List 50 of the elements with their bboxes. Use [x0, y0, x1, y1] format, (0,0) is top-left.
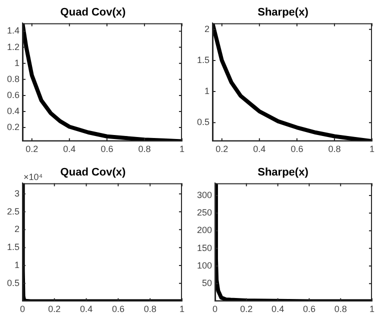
y-tick-label: 50	[202, 278, 212, 288]
x-tick-label: 0.4	[63, 144, 76, 154]
x-tick-label: 0.8	[328, 144, 341, 154]
text: ×10⁴	[24, 172, 43, 182]
y-tick-label: 1	[204, 86, 210, 96]
x-tick-label: 0	[212, 304, 218, 314]
y-tick-label: 1.4	[6, 26, 20, 36]
y-tick-label: 1	[14, 58, 20, 68]
y-tick-label: 1	[14, 260, 20, 270]
x-tick-label: 0.6	[100, 144, 114, 154]
y-tick-label: 0.6	[6, 90, 20, 100]
y-tick-label: 100	[196, 260, 212, 270]
y-tick-label: 2	[204, 24, 210, 34]
x-tick-label: 0.4	[253, 144, 266, 154]
x-tick-label: 0.2	[48, 304, 61, 314]
x-tick-label: 0.8	[144, 304, 156, 314]
y-tick-label: 250	[196, 208, 212, 218]
y-tick-label: 300	[196, 190, 212, 200]
y-tick-label: 2	[14, 224, 20, 234]
x-tick-label: 0.2	[216, 144, 228, 154]
y-tick-label: 0.8	[6, 74, 20, 84]
x-tick-label: 0.2	[26, 144, 38, 154]
y-tick-label: 0.5	[6, 278, 20, 288]
x-tick-label: 1	[369, 144, 375, 154]
x-tick-label: 1	[369, 304, 375, 314]
x-tick-label: 0	[20, 304, 26, 314]
y-tick-label: 1.5	[6, 242, 20, 252]
x-tick-label: 1	[179, 304, 185, 314]
x-tick-label: 0.6	[290, 144, 304, 154]
chart-title: Quad Cov(x)	[60, 6, 126, 19]
x-tick-label: 0.2	[240, 304, 253, 314]
x-tick-label: 0.8	[334, 304, 347, 314]
y-tick-label: 0.2	[6, 122, 20, 132]
chart-title: Quad Cov(x)	[60, 166, 126, 179]
y-tick-label: 0.4	[6, 106, 20, 116]
y-tick-label: 2.5	[6, 206, 20, 216]
chart-title: Sharpe(x)	[258, 166, 309, 179]
y-tick-label: 0.5	[196, 117, 210, 128]
chart-title: Sharpe(x)	[258, 6, 309, 19]
y-tick-label: 1.2	[6, 42, 20, 52]
x-tick-label: 1	[179, 144, 185, 154]
y-tick-label: 1.5	[196, 54, 210, 65]
x-tick-label: 0.6	[112, 304, 124, 314]
y-tick-label: 150	[196, 242, 212, 253]
x-tick-label: 0.8	[138, 144, 151, 154]
y-tick-label: 200	[196, 225, 212, 236]
x-tick-label: 0.4	[80, 304, 93, 314]
x-tick-label: 0.4	[272, 304, 284, 314]
y-tick-label: 3	[14, 188, 20, 198]
x-tick-label: 0.6	[302, 304, 316, 314]
